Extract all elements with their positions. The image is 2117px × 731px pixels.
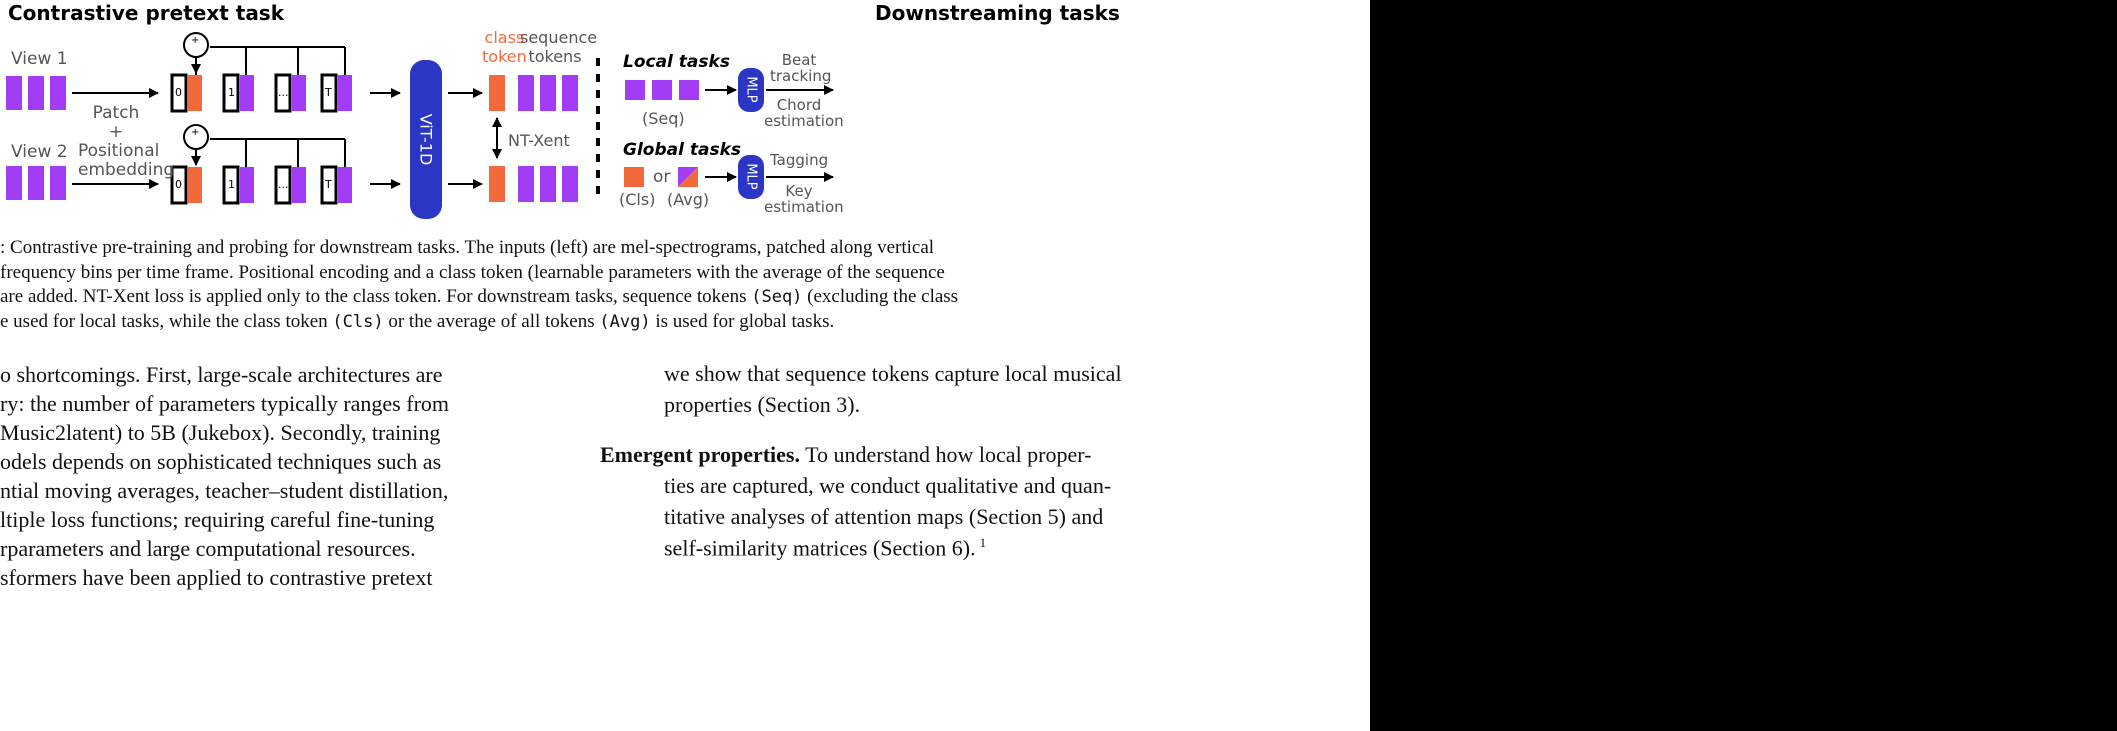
local-tasks-label: Local tasks [623,52,730,72]
figure-right-title: Downstreaming tasks [875,1,1120,25]
figure-diagram [6,32,834,219]
avg-label: (Avg) [667,190,710,209]
class-token-out [489,166,505,202]
token-row-1 [170,32,352,113]
mlp-label: MLP [743,163,759,190]
plus-label: + [191,127,200,138]
token-index: 1 [228,86,235,99]
chord-estimation-label: Chord estimation [764,96,844,130]
figure-left-title: Contrastive pretext task [8,1,285,25]
key-estimation-label: Key estimation [764,182,844,216]
token-index: ... [278,86,289,99]
tagging-label: Tagging [770,151,829,169]
caption-line: frequency bins per time frame. Positiona… [0,261,945,283]
global-avg-token [678,167,698,187]
mlp-global [738,155,764,199]
body-line: ltiple loss functions; requiring careful… [0,507,435,532]
black-margin [1370,0,2117,731]
token-index: 1 [228,178,235,191]
vit-label: ViT-1D [416,113,436,166]
body-right-line: titative analyses of attention maps (Sec… [664,504,1104,529]
body-right-line: properties (Section 3). [664,392,861,417]
seq-token-out [562,75,578,111]
token-index: T [325,86,332,99]
token-index: ... [278,178,289,191]
seq-token-out [562,166,578,202]
body-line: ntial moving averages, teacher–student d… [0,478,449,503]
local-seq-token [679,80,699,100]
seq-label: (Seq) [642,109,685,128]
local-seq-token [652,80,672,100]
body-line: ry: the number of parameters typically r… [0,391,450,416]
token-index: 0 [175,86,182,99]
caption-line: are added. NT-Xent loss is applied only … [0,286,959,307]
seq-token-out [540,166,556,202]
emergent-properties-paragraph: Emergent properties. To understand how l… [600,442,1092,467]
view1-patch [50,76,66,110]
paragraph-heading: Emergent properties. [600,442,800,467]
figure-caption: : Contrastive pre-training and probing f… [0,236,1240,334]
mlp-label: MLP [743,76,759,103]
caption-line: e used for local tasks, while the class … [0,310,835,332]
body-line: sformers have been applied to contrastiv… [0,565,433,590]
plus-label: + [191,35,200,46]
global-cls-token [624,167,644,187]
view2-patch [6,166,22,200]
global-tasks-label: Global tasks [623,140,741,160]
seq-token-out [540,75,556,111]
body-line: o shortcomings. First, large-scale archi… [0,362,443,387]
ntxent-label: NT-Xent [508,131,570,150]
patch-embedding-label: Patch + Positional embedding [78,103,175,180]
paper-page: Contrastive pretext task Downstreaming t… [0,1,1240,594]
beat-tracking-label: Beat tracking [770,51,832,85]
body-right-line: ties are captured, we conduct qualitativ… [664,473,1112,498]
caption-line: : Contrastive pre-training and probing f… [0,237,935,258]
view2-patch [50,166,66,200]
token-index: T [325,178,332,191]
seq-token-out [518,75,534,111]
body-line: odels depends on sophisticated technique… [0,449,442,474]
vit-block [410,60,442,219]
mlp-local [738,68,764,112]
footnote-mark: 1 [979,535,987,550]
cls-label: (Cls) [619,190,656,209]
body-right-line: we show that sequence tokens capture loc… [664,361,1122,386]
view1-label: View 1 [11,49,68,69]
view1-patch [6,76,22,110]
body-right-line: self-similarity matrices (Section 6). 1 [664,535,987,561]
sequence-tokens-label: sequence tokens [520,28,598,66]
local-seq-token [625,80,645,100]
seq-token-out [518,166,534,202]
or-label: or [653,167,671,187]
view1-patch [28,76,44,110]
class-token-label: class token [482,28,527,66]
view2-patch [28,166,44,200]
token-index: 0 [175,178,182,191]
class-token-out [489,75,505,111]
body-line: rparameters and large computational reso… [0,536,416,561]
body-left-column: o shortcomings. First, large-scale archi… [0,362,545,594]
token-row-2 [170,124,352,205]
body-line: Music2latent) to 5B (Jukebox). Secondly,… [0,420,441,445]
view2-label: View 2 [11,142,68,162]
